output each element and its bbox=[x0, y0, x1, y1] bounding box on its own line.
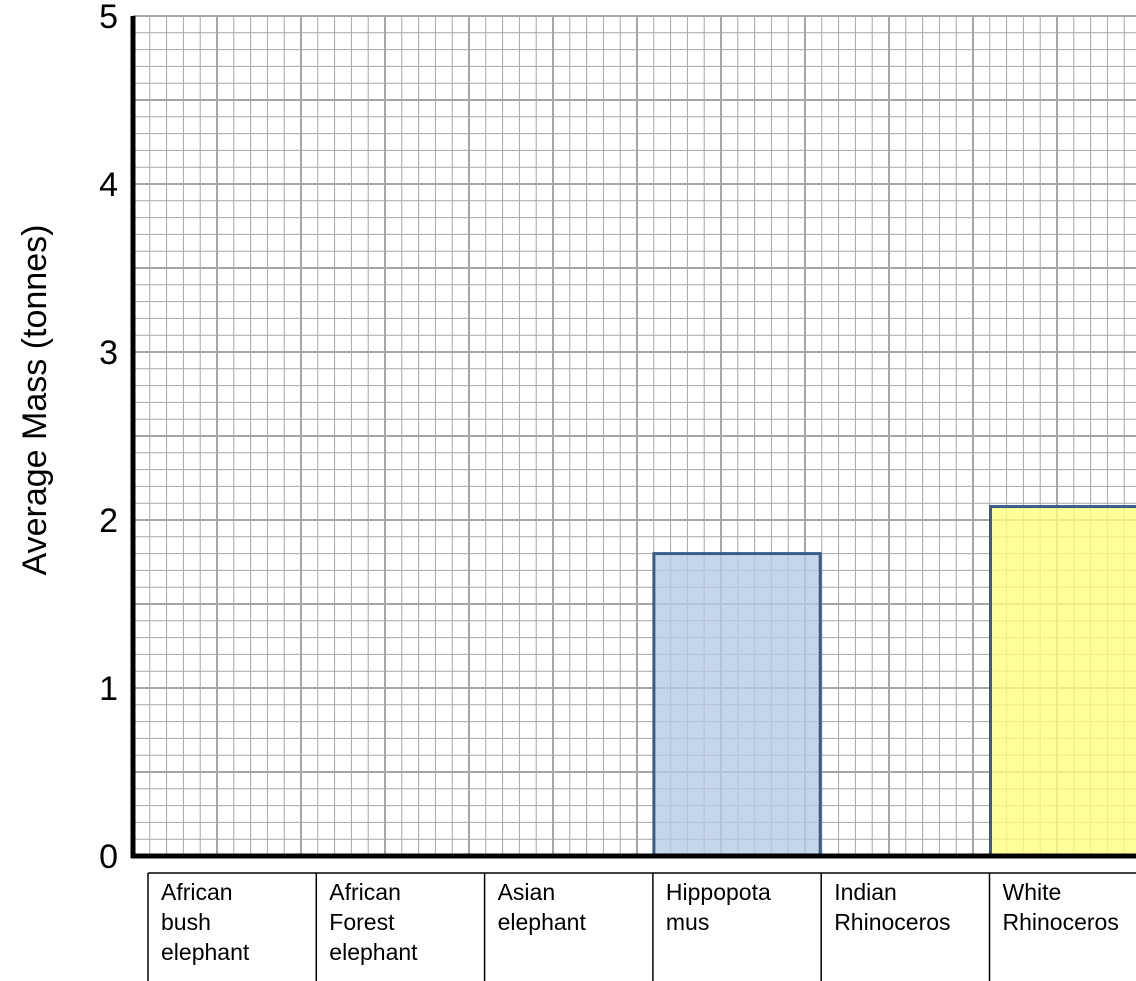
y-tick-label: 2 bbox=[99, 502, 118, 540]
category-label: Hippopota bbox=[666, 879, 771, 905]
y-axis-label: Average Mass (tonnes) bbox=[16, 225, 54, 576]
y-tick-label: 4 bbox=[99, 166, 118, 204]
category-label: Asian bbox=[498, 879, 556, 905]
category-label: bush bbox=[161, 909, 211, 935]
y-tick-label: 0 bbox=[99, 838, 118, 876]
y-tick-label: 1 bbox=[99, 670, 118, 708]
major-gridlines bbox=[132, 15, 1136, 857]
category-label: elephant bbox=[498, 909, 587, 935]
y-tick-label: 5 bbox=[99, 0, 118, 36]
category-label: elephant bbox=[161, 939, 250, 965]
y-tick-label: 3 bbox=[99, 334, 118, 372]
category-label-table: African bush elephant African Forest elephant… bbox=[147, 872, 1136, 981]
category-label: mus bbox=[666, 909, 709, 935]
y-tick-labels: 0 1 2 3 4 5 bbox=[99, 0, 118, 876]
category-label: White bbox=[1003, 879, 1062, 905]
category-label: Forest bbox=[329, 909, 395, 935]
bar-hippopota-mus bbox=[652, 552, 822, 858]
category-label: African bbox=[161, 879, 233, 905]
category-label: Indian bbox=[834, 879, 897, 905]
axes bbox=[130, 16, 1136, 859]
category-label: Rhinoceros bbox=[834, 909, 950, 935]
bars bbox=[652, 505, 1136, 858]
category-label: elephant bbox=[329, 939, 418, 965]
category-label: African bbox=[329, 879, 401, 905]
bar-white-rhinoceros bbox=[989, 505, 1136, 858]
category-label: Rhinoceros bbox=[1003, 909, 1119, 935]
